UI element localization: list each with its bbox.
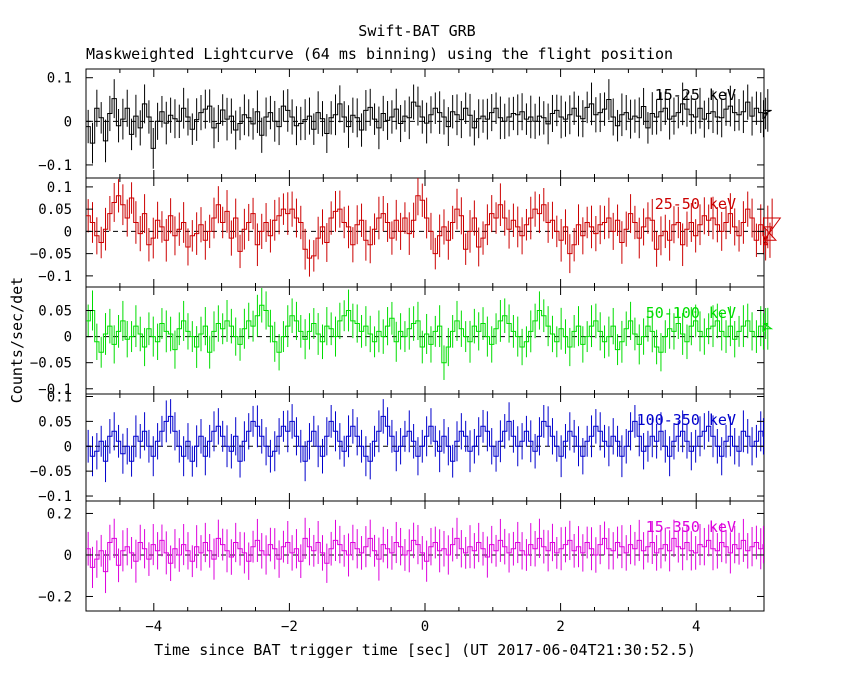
- y-tick-label: 0.05: [38, 303, 72, 319]
- y-tick-label: −0.1: [38, 269, 72, 285]
- panel-3: 0.1 0.05 0 −0.05 −0.1 100-350 keV: [30, 389, 765, 505]
- y-tick-label: 0.2: [47, 506, 72, 522]
- chart-title: Swift-BAT GRB: [358, 22, 475, 40]
- panel-4: 0.2 0 −0.2 15-350 keV: [38, 500, 765, 612]
- panels-group: 0.1 0 −0.1 15-25 keV 0.1 0.05 0 −0.05 −0.1 25-50 …: [30, 68, 782, 635]
- panel-1: 0.1 0.05 0 −0.05 −0.1 25-50 keV: [30, 177, 782, 288]
- x-tick-label: −2: [281, 619, 298, 635]
- lightcurve-series: [86, 415, 764, 462]
- lightcurve-series: [86, 304, 774, 364]
- y-axis-label: Counts/sec/det: [8, 277, 26, 403]
- y-tick-label: 0.1: [47, 389, 72, 405]
- lightcurve-series: [86, 537, 764, 573]
- band-label: 25-50 keV: [655, 195, 736, 213]
- y-tick-label: −0.1: [38, 489, 72, 505]
- lightcurve-series: [86, 98, 772, 149]
- x-tick-label: 4: [692, 619, 700, 635]
- y-tick-label: 0.05: [38, 202, 72, 218]
- panel-0: 0.1 0 −0.1 15-25 keV: [38, 68, 772, 179]
- chart-subtitle: Maskweighted Lightcurve (64 ms binning) …: [86, 45, 673, 63]
- y-tick-label: 0: [64, 548, 72, 564]
- y-tick-label: 0: [64, 439, 72, 455]
- x-tick-label: 2: [556, 619, 564, 635]
- x-tick-label: 0: [421, 619, 429, 635]
- y-tick-label: −0.05: [30, 464, 72, 480]
- y-tick-label: 0.1: [47, 180, 72, 196]
- band-label: 15-25 keV: [655, 86, 736, 104]
- y-tick-label: 0: [64, 114, 72, 130]
- y-tick-label: −0.05: [30, 356, 72, 372]
- y-tick-label: −0.2: [38, 589, 72, 605]
- x-tick-label: −4: [145, 619, 162, 635]
- y-tick-label: 0: [64, 330, 72, 346]
- x-axis-label: Time since BAT trigger time [sec] (UT 20…: [154, 641, 696, 659]
- lightcurve-series: [86, 195, 782, 259]
- y-tick-label: −0.1: [38, 382, 72, 398]
- band-label: 100-350 keV: [637, 411, 736, 429]
- panel-2: 0.05 0 −0.05 −0.1 50-100 keV: [30, 286, 774, 398]
- y-tick-label: 0.1: [47, 71, 72, 87]
- band-label: 15-350 keV: [646, 518, 736, 536]
- y-tick-label: −0.05: [30, 247, 72, 263]
- band-label: 50-100 keV: [646, 304, 736, 322]
- y-tick-label: 0: [64, 224, 72, 240]
- y-tick-label: −0.1: [38, 158, 72, 174]
- y-tick-label: 0.05: [38, 414, 72, 430]
